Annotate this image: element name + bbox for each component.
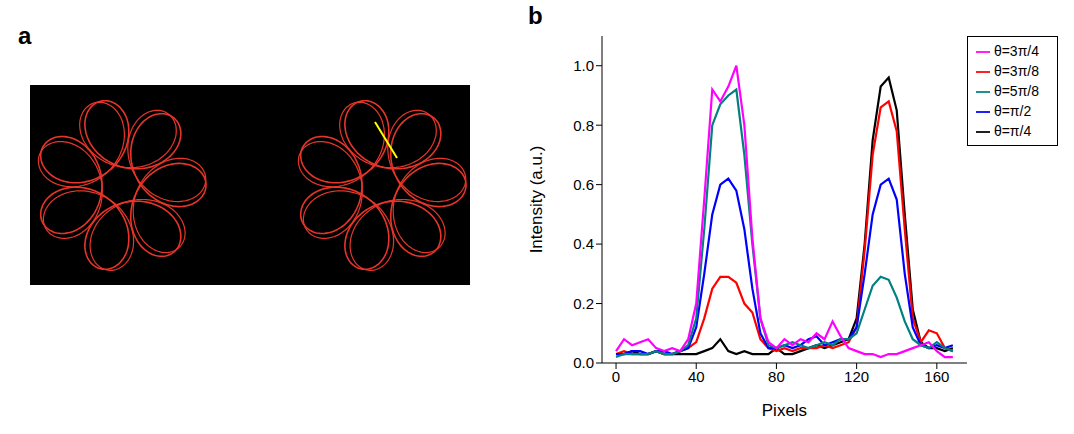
html-text:θ=3π/4: θ=3π/4 [993,43,1039,59]
svg-text:120: 120 [844,368,869,385]
html-text:θ=π/2: θ=π/2 [993,103,1032,119]
svg-text:0.6: 0.6 [573,176,594,193]
svg-text:80: 80 [768,368,785,385]
html-text:θ=3π/8: θ=3π/8 [993,63,1039,79]
svg-text:Intensity (a.u.): Intensity (a.u.) [527,146,546,254]
svg-text:0.8: 0.8 [573,117,594,134]
svg-text:160: 160 [924,368,949,385]
svg-text:0: 0 [612,368,620,385]
html-text:a: a [18,22,32,49]
svg-text:Pixels: Pixels [762,401,807,420]
svg-text:1.0: 1.0 [573,57,594,74]
svg-text:0.2: 0.2 [573,295,594,312]
html-text:θ=π/4: θ=π/4 [993,123,1032,139]
svg-text:0.4: 0.4 [573,235,594,252]
html-text:θ=5π/8: θ=5π/8 [993,83,1039,99]
svg-text:40: 40 [688,368,705,385]
html-text:b: b [528,2,543,29]
svg-text:0.0: 0.0 [573,354,594,371]
